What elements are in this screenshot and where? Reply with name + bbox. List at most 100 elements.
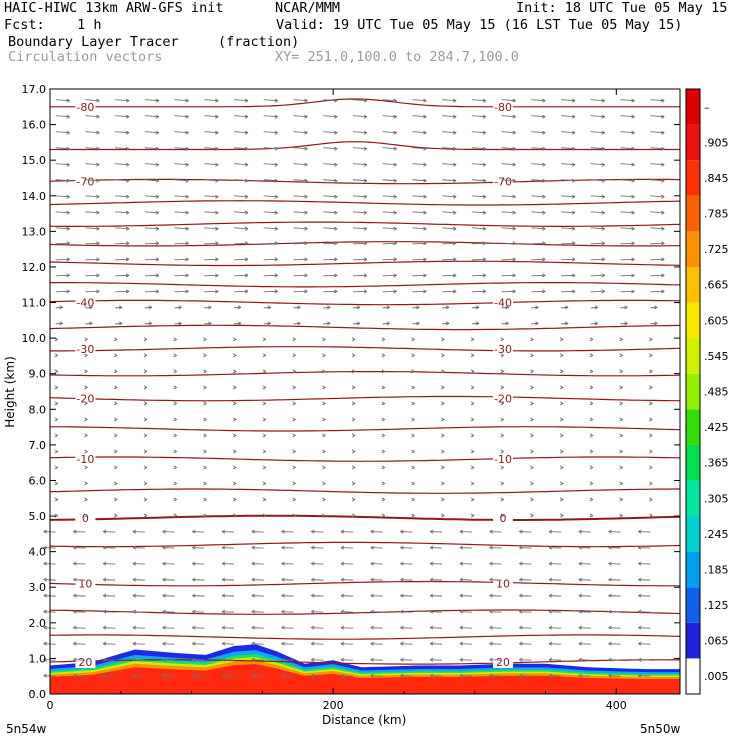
wind-vector-head (125, 130, 130, 135)
wind-vector-head (429, 625, 434, 630)
wind-vector-head (411, 401, 415, 406)
wind-vector-head (429, 609, 434, 614)
wind-vector (115, 290, 130, 293)
wind-vector (323, 258, 338, 261)
wind-vector (442, 147, 457, 150)
wind-vector (144, 131, 159, 134)
wind-vector-head (215, 241, 219, 246)
wind-vector-head (244, 210, 249, 215)
wind-vector (412, 163, 427, 166)
wind-vector-head (470, 481, 475, 486)
wind-vector-head (381, 337, 386, 342)
wind-vector-head (601, 98, 606, 103)
wind-vector-head (400, 561, 404, 566)
contour-label: 20 (78, 656, 92, 669)
wind-vector (263, 227, 278, 230)
colorbar-segment (686, 658, 700, 694)
wind-vector-head (393, 162, 397, 167)
wind-vector (352, 211, 367, 214)
wind-vector-head (267, 321, 271, 326)
wind-vector (459, 531, 472, 533)
wind-vector (263, 195, 278, 198)
wind-vector (442, 242, 457, 245)
wind-vector-head (244, 146, 249, 151)
wind-vector-head (125, 289, 130, 294)
wind-vector (234, 179, 249, 182)
wind-vector (323, 242, 338, 245)
colorbar-segment (686, 124, 700, 161)
wind-vector-head (185, 162, 189, 167)
wind-vector-head (244, 289, 249, 294)
wind-vector-head (251, 641, 255, 646)
colorbar-segment (686, 551, 700, 588)
wind-vector (55, 258, 70, 261)
wind-vector (650, 179, 665, 182)
wind-vector (293, 290, 308, 293)
wind-vector-head (84, 465, 88, 470)
wind-vector-head (363, 289, 368, 294)
wind-vector (251, 547, 264, 549)
wind-vector (561, 227, 576, 230)
wind-vector-head (608, 625, 612, 630)
wind-vector (85, 163, 100, 166)
wind-vector (204, 115, 219, 118)
wind-vector-head (203, 497, 207, 502)
contour-label-bg (493, 175, 514, 188)
wind-vector-head (548, 593, 553, 598)
wind-vector (638, 643, 651, 645)
wind-vector-head (482, 114, 487, 119)
wind-vector-head (370, 561, 374, 566)
wind-vector (115, 274, 130, 277)
wind-vector (489, 643, 502, 645)
wind-vector (590, 258, 605, 261)
wind-vector-head (162, 609, 166, 614)
wind-vector-head (274, 130, 278, 135)
wind-vector-head (351, 497, 356, 502)
wind-vector-head (608, 657, 612, 662)
colorbar-label: .065 (704, 635, 729, 648)
contour-label: 10 (78, 578, 92, 591)
wind-vector-head (143, 497, 148, 502)
wind-vector-head (363, 98, 368, 103)
wind-vector-head (162, 657, 166, 662)
org-label: NCAR/MMM (275, 0, 341, 16)
colorbar-segment (686, 444, 700, 481)
wind-vector (144, 306, 152, 309)
wind-vector-head (631, 114, 635, 119)
wind-vector-head (500, 497, 504, 502)
wind-vector (281, 595, 294, 597)
wind-vector-head (185, 178, 189, 183)
wind-vector-head (619, 385, 623, 390)
wind-vector (608, 659, 621, 661)
wind-vector (590, 131, 605, 134)
wind-vector-head (512, 98, 516, 103)
colorbar-segment (686, 622, 700, 659)
wind-vector-head (125, 241, 130, 246)
wind-vector (430, 675, 443, 677)
wind-vector-head (441, 369, 445, 374)
wind-vector-head (292, 513, 296, 518)
wind-vector (234, 274, 249, 277)
colorbar-segment (686, 587, 700, 623)
wind-vector (400, 547, 413, 549)
wind-vector (519, 659, 532, 661)
wind-vector-head (571, 162, 576, 167)
wind-vector-head (334, 257, 338, 262)
valid-time: Valid: 19 UTC Tue 05 May 15 (16 LST Tue … (276, 17, 683, 33)
circulation-vectors (43, 98, 665, 678)
wind-vector-head (559, 481, 564, 486)
wind-vector-head (84, 401, 88, 406)
wind-vector-head (393, 98, 397, 103)
wind-vector (590, 274, 605, 277)
wind-vector-head (143, 385, 148, 390)
wind-vector (638, 627, 651, 629)
wind-vector-head (203, 465, 207, 470)
wind-vector (144, 195, 159, 198)
wind-vector-head (559, 401, 564, 406)
wind-vector-head (192, 625, 196, 630)
wind-vector-head (370, 593, 374, 598)
wind-vector-head (351, 337, 356, 342)
wind-vector (340, 627, 353, 629)
wind-vector (459, 611, 472, 613)
wind-vector (192, 579, 205, 581)
